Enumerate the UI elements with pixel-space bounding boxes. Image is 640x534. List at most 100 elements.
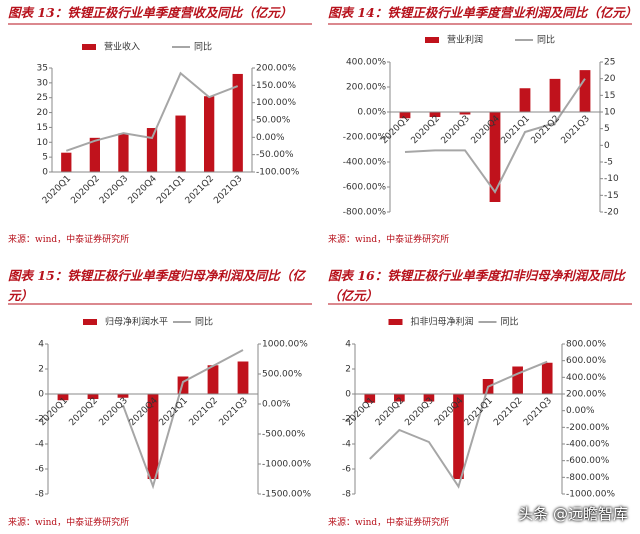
watermark: 头条 @远瞻智库	[518, 505, 628, 523]
bar	[579, 70, 591, 112]
y2-tick-label: -200.00%	[566, 423, 610, 433]
bar	[399, 112, 411, 119]
y2-tick-label: 50.00%	[256, 116, 291, 126]
y2-tick-label: 600.00%	[566, 356, 606, 366]
bar	[118, 133, 129, 172]
x-tick-label: 2020Q4	[127, 174, 160, 207]
bar	[549, 78, 561, 112]
bar	[519, 88, 531, 112]
bar	[232, 73, 243, 172]
bar	[364, 394, 376, 403]
x-tick-label: 2021Q1	[155, 174, 187, 206]
bar	[429, 112, 441, 117]
bar	[489, 112, 501, 202]
bar	[394, 394, 405, 402]
bar	[453, 394, 464, 479]
x-tick-label: 2021Q1	[463, 396, 495, 428]
bar	[541, 362, 553, 394]
x-tick-label: 2021Q2	[492, 396, 524, 428]
y-tick-label: -6	[342, 465, 351, 475]
x-tick-label: 2021Q3	[218, 396, 250, 428]
y2-tick-label: -10	[604, 174, 619, 184]
legend-swatch	[425, 37, 439, 43]
x-tick-label: 2021Q1	[500, 114, 532, 146]
y2-tick-label: 0.00%	[566, 406, 595, 416]
x-tick-label: 2021Q2	[188, 396, 220, 428]
x-tick-label: 2020Q3	[98, 174, 130, 206]
legend-label: 同比	[195, 316, 213, 328]
chart-title: 图表 16：铁锂正极行业单季度扣非归母净利润及同比（亿元）	[328, 268, 625, 303]
line	[404, 78, 586, 194]
x-tick-label: 2021Q3	[212, 174, 244, 206]
y2-tick-label: 100.00%	[256, 98, 296, 108]
y-tick-label: -800.00%	[343, 208, 387, 218]
bar	[146, 128, 158, 172]
legend-label: 同比	[501, 316, 519, 328]
source-note: 来源：wind，中泰证券研究所	[328, 235, 450, 245]
x-tick-label: 2021Q2	[184, 174, 216, 206]
legend-label: 同比	[537, 34, 555, 46]
line	[369, 360, 548, 489]
bar	[57, 394, 69, 401]
y2-tick-label: -1000.00%	[262, 460, 311, 470]
x-tick-label: 2020Q1	[380, 114, 412, 146]
x-tick-label: 2020Q2	[374, 396, 406, 428]
y-tick-label: 20	[37, 108, 49, 118]
x-tick-label: 2020Q1	[38, 396, 70, 428]
y2-tick-label: 15	[604, 91, 615, 101]
y2-tick-label: -1500.00%	[262, 490, 311, 500]
source-note: 来源：wind，中泰证券研究所	[328, 518, 450, 528]
y2-tick-label: -5	[604, 158, 613, 168]
x-tick-label: 2021Q3	[522, 396, 554, 428]
y2-tick-label: -15	[604, 191, 619, 201]
y2-tick-label: -100.00%	[256, 168, 300, 178]
x-tick-label: 2020Q1	[344, 396, 376, 428]
x-tick-label: 2021Q3	[560, 114, 592, 146]
x-tick-label: 2020Q2	[410, 114, 442, 146]
legend-label: 营业收入	[104, 41, 140, 53]
y2-tick-label: 0.00%	[256, 133, 285, 143]
y2-tick-label: 1000.00%	[262, 340, 308, 350]
bar	[117, 394, 129, 398]
y-tick-label: -6	[35, 465, 44, 475]
y2-tick-label: 25	[604, 58, 615, 68]
y-tick-label: 0	[345, 390, 351, 400]
y-tick-label: -4	[342, 440, 351, 450]
y-tick-label: 0.00%	[357, 108, 386, 118]
chart-title: 图表 13：铁锂正极行业单季度营收及同比（亿元）	[8, 5, 293, 20]
y-tick-label: 5	[42, 153, 48, 163]
source-note: 来源：wind，中泰证券研究所	[8, 235, 130, 245]
legend-label: 扣非归母净利润	[411, 316, 474, 328]
legend-swatch	[83, 319, 97, 325]
y2-tick-label: -600.00%	[566, 456, 610, 466]
legend-label: 营业利润	[447, 34, 483, 46]
y-tick-label: -200.00%	[343, 133, 387, 143]
y-tick-label: 10	[37, 138, 49, 148]
line	[65, 71, 239, 152]
y-tick-label: 4	[38, 340, 44, 350]
y-tick-label: 25	[37, 93, 48, 103]
bar	[204, 96, 215, 172]
y-tick-label: -600.00%	[343, 183, 387, 193]
x-tick-label: 2021Q1	[158, 396, 190, 428]
legend-label: 归母净利润水平	[105, 316, 168, 328]
y2-tick-label: -800.00%	[566, 473, 610, 483]
bar	[87, 394, 99, 399]
source-note: 来源：wind，中泰证券研究所	[8, 518, 130, 528]
y-tick-label: 2	[38, 365, 44, 375]
y-tick-label: 15	[37, 123, 48, 133]
bar	[175, 115, 186, 172]
x-tick-label: 2020Q1	[41, 174, 73, 206]
y-tick-label: 400.00%	[346, 58, 386, 68]
y-tick-label: 0	[42, 168, 48, 178]
y-tick-label: -400.00%	[343, 158, 387, 168]
y2-tick-label: -400.00%	[566, 440, 610, 450]
y2-tick-label: 500.00%	[262, 370, 302, 380]
y2-tick-label: 200.00%	[256, 64, 296, 74]
bar	[512, 366, 523, 394]
x-tick-label: 2020Q3	[440, 114, 472, 146]
y2-tick-label: 800.00%	[566, 340, 606, 350]
y-tick-label: 4	[345, 340, 351, 350]
